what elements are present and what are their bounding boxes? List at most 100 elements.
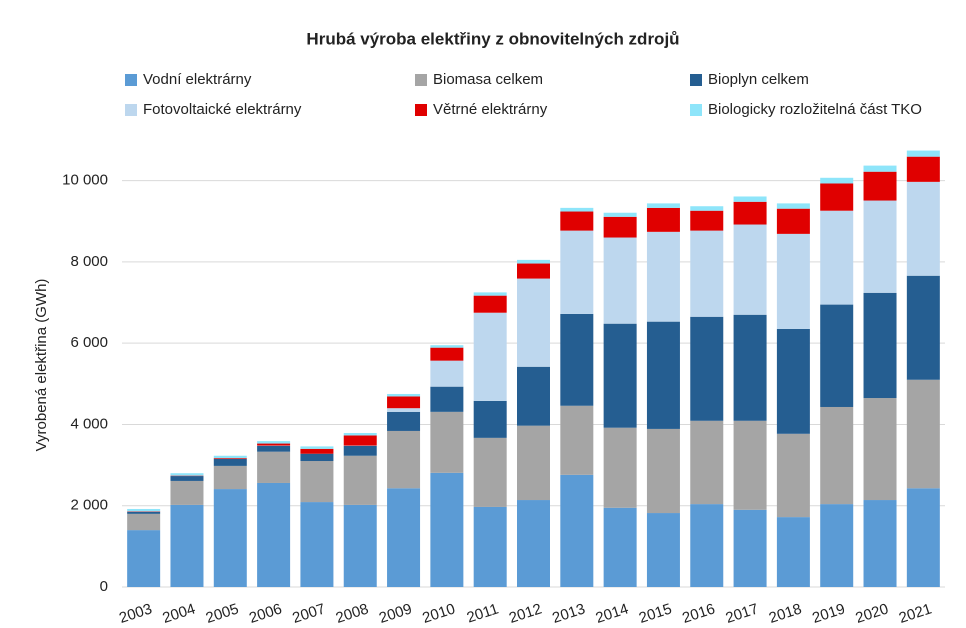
x-tick-label: 2005 (204, 600, 241, 626)
x-tick-label: 2011 (465, 600, 501, 626)
x-tick-label: 2006 (247, 600, 284, 626)
bar-segment (430, 345, 464, 348)
legend-label: Větrné elektrárny (433, 101, 548, 118)
x-tick-label: 2018 (767, 600, 804, 626)
bar-segment (733, 509, 767, 587)
bar-segment (603, 237, 637, 324)
bar-segment (863, 200, 897, 293)
y-tick-label: 10 000 (62, 172, 108, 189)
bar-segment (906, 379, 940, 489)
bar-segment (170, 473, 204, 476)
bar-segment (430, 472, 464, 587)
bar-segment (603, 216, 637, 238)
x-tick-label: 2009 (377, 600, 414, 626)
bar-segment (430, 411, 464, 473)
bar-segment (690, 316, 724, 421)
bar-segment (906, 150, 940, 157)
bar-segment (387, 396, 421, 409)
legend-swatch (415, 104, 427, 116)
x-tick-label: 2021 (897, 600, 934, 626)
bar-segment (473, 506, 507, 587)
bar-segment (343, 455, 377, 505)
y-tick-label: 8 000 (70, 253, 108, 270)
bar-segment (343, 504, 377, 587)
bar-segment (257, 451, 291, 483)
bar-segment (517, 259, 550, 264)
bar-segment (776, 203, 810, 209)
bar-segment (820, 210, 854, 305)
bar-segment (517, 366, 550, 426)
bar-segment (343, 445, 377, 456)
x-tick-label: 2016 (680, 600, 717, 626)
bar-segment (863, 165, 897, 172)
x-tick-label: 2012 (507, 600, 544, 626)
bar-segment (646, 428, 680, 514)
bar-segment (820, 504, 854, 587)
bar-segment (776, 517, 810, 587)
bar-segment (646, 203, 680, 208)
bar-segment (127, 508, 161, 512)
bar-segment (603, 427, 637, 508)
bar-segment (820, 406, 854, 505)
bar-segment (170, 480, 204, 505)
bar-segment (473, 437, 507, 507)
chart-title: Hrubá výroba elektřiny z obnovitelných z… (306, 29, 679, 48)
bar-segment (906, 275, 940, 380)
bar-segment (213, 489, 247, 587)
bar-segment (127, 530, 161, 587)
bar-segment (603, 323, 637, 428)
x-tick-label: 2020 (853, 600, 890, 626)
bar-segment (906, 156, 940, 182)
bar-segment (473, 292, 507, 296)
bar-segment (776, 433, 810, 518)
bar-segment (863, 171, 897, 201)
y-axis-label: Vyrobená elektřina (GWh) (33, 279, 50, 452)
bar-segment (517, 500, 550, 587)
bar-segment (646, 321, 680, 429)
bar-segment (170, 504, 204, 587)
bar-segment (560, 474, 594, 587)
bar-segment (820, 183, 854, 211)
bar-segment (646, 513, 680, 587)
bar-segment (690, 420, 724, 505)
bar-segment (733, 224, 767, 315)
x-tick-label: 2010 (420, 600, 457, 626)
bar-segment (863, 500, 897, 587)
legend-swatch (690, 104, 702, 116)
bar-segment (300, 461, 334, 503)
legend-label: Biologicky rozložitelná část TKO (708, 101, 922, 118)
bar-segment (906, 488, 940, 587)
bar-segment (690, 206, 724, 211)
bar-segment (343, 435, 377, 446)
legend-label: Vodní elektrárny (143, 71, 252, 88)
x-tick-label: 2017 (724, 600, 761, 626)
legend-label: Bioplyn celkem (708, 71, 809, 88)
bar-segment (343, 432, 377, 436)
bar-segment (646, 231, 680, 322)
legend-label: Fotovoltaické elektrárny (143, 101, 302, 118)
bar-segment (213, 465, 247, 490)
bar-segment (646, 207, 680, 232)
x-tick-label: 2008 (334, 600, 371, 626)
bar-segment (473, 400, 507, 438)
bar-segment (473, 312, 507, 401)
bar-segment (213, 458, 247, 466)
bar-segment (257, 445, 291, 452)
x-tick-label: 2007 (290, 600, 327, 626)
x-tick-label: 2015 (637, 600, 674, 626)
y-tick-label: 6 000 (70, 334, 108, 351)
bar-segment (127, 511, 161, 514)
y-tick-label: 2 000 (70, 497, 108, 514)
bar-segment (387, 393, 421, 397)
y-tick-label: 0 (100, 578, 108, 595)
bar-segment (776, 328, 810, 434)
bar-segment (300, 502, 334, 587)
bar-segment (560, 313, 594, 406)
bar-segment (127, 513, 161, 531)
y-tick-label: 4 000 (70, 415, 108, 432)
bar-segment (603, 507, 637, 587)
x-tick-label: 2019 (810, 600, 847, 626)
bar-segment (257, 441, 291, 444)
bar-segment (906, 181, 940, 276)
